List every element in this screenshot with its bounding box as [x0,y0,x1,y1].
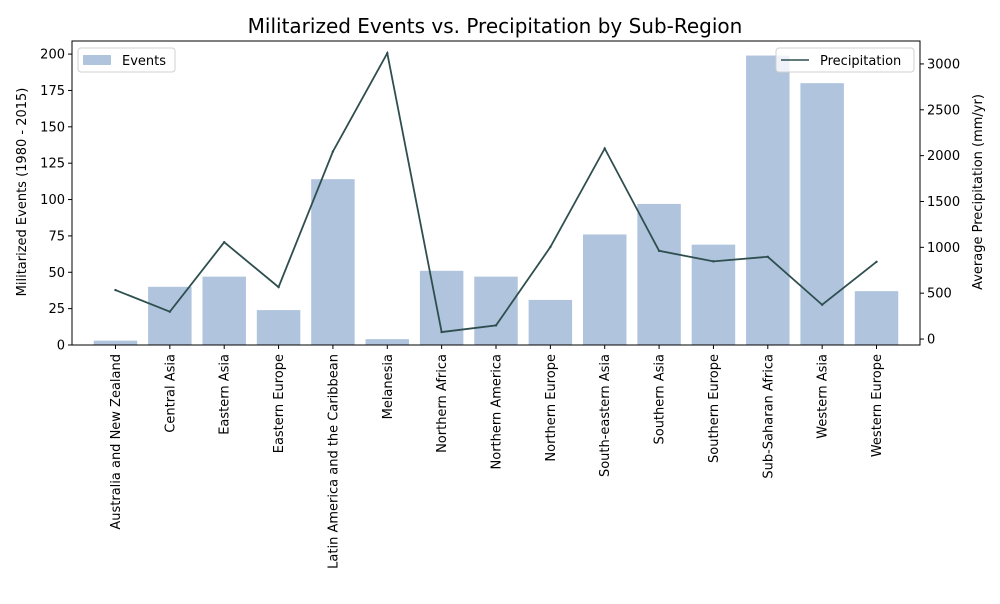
x-tick-label: Northern Africa [435,354,450,453]
x-tick-label: Eastern Europe [272,354,287,453]
precipitation-point [168,310,172,313]
y-tick-label-left: 175 [40,84,65,99]
x-tick-label: Northern Europe [544,354,559,462]
y-tick-label-right: 500 [927,287,952,302]
x-tick-label: Southern Europe [707,354,722,463]
precipitation-point [386,51,389,55]
bar-events [202,276,246,345]
precipitation-point [820,303,824,306]
y-tick-label-left: 150 [40,120,65,135]
bar-events [311,179,355,345]
precipitation-point [549,245,552,249]
precipitation-point [712,260,715,263]
y-tick-label-right: 1500 [927,195,960,210]
y-axis-label-left: Militarized Events (1980 - 2015) [15,88,30,297]
y-tick-label-left: 0 [57,339,65,354]
y-tick-label-left: 200 [40,48,65,63]
bar-events [746,55,790,345]
y-tick-label-right: 3000 [927,57,960,72]
precipitation-point [603,147,606,150]
precipitation-point [223,240,226,244]
y-axis-label-right: Average Precipitation (mm/yr) [971,94,986,290]
precipitation-point [875,260,878,264]
bar-events [365,339,410,345]
x-tick-label: Sub-Saharan Africa [761,354,776,479]
legend-precipitation-label: Precipitation [820,54,901,69]
x-tick-label: Northern America [490,354,505,469]
bar-events [582,234,627,345]
bar-events [148,286,192,345]
y-tick-label-left: 50 [48,266,65,281]
bar-events [528,299,573,345]
precipitation-point [766,255,769,258]
bar-events [854,291,899,345]
y-tick-label-left: 75 [48,229,65,244]
bar-events [419,270,464,345]
x-tick-label: Southern Asia [653,354,668,445]
chart-title: Militarized Events vs. Precipitation by … [248,14,743,38]
x-tick-label: Western Asia [816,354,831,439]
precipitation-point [657,249,661,253]
y-tick-label-right: 2500 [927,103,960,118]
y-tick-label-right: 1000 [927,241,960,256]
x-tick-label: Melanesia [381,354,396,419]
y-tick-label-left: 100 [40,193,65,208]
y-tick-label-right: 2000 [927,149,960,164]
x-tick-label: Central Asia [163,354,178,433]
axes-layer: 0255075100125150175200050010001500200025… [40,40,960,569]
precipitation-point [494,324,498,327]
precipitation-point [114,288,117,292]
x-tick-label: Latin America and the Caribbean [326,354,341,569]
precipitation-point [331,150,335,153]
y-tick-label-right: 0 [927,333,935,348]
bar-events [474,276,518,345]
legend-events: Events [77,47,176,73]
legend-events-swatch [83,55,111,65]
y-tick-label-left: 125 [40,157,65,172]
bar-events [800,83,844,345]
x-tick-label: Western Europe [870,354,885,457]
x-tick-label: Australia and New Zealand [109,354,124,530]
bars-layer [93,55,899,345]
precipitation-point [277,285,280,289]
bar-events [637,203,681,345]
precipitation-point [440,330,443,334]
line-layer [114,50,878,334]
legend-precipitation: Precipitation [775,47,915,73]
legend-events-label: Events [122,54,166,69]
y-tick-label-left: 25 [48,302,65,317]
x-tick-label: South-eastern Asia [598,354,613,477]
x-tick-label: Eastern Asia [218,354,233,435]
bar-events [93,340,138,345]
bar-events [256,310,301,345]
